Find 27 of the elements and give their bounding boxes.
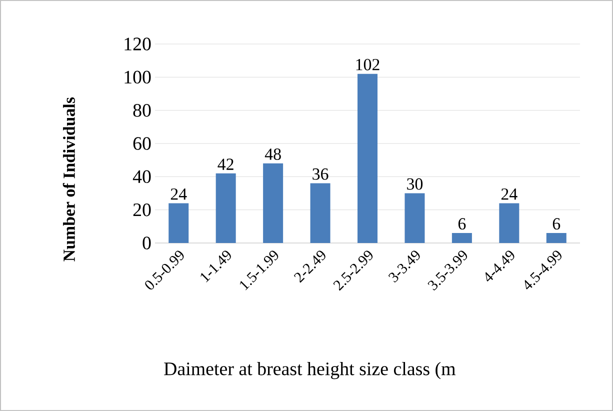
y-tick-label: 80 xyxy=(133,104,151,117)
data-label: 42 xyxy=(218,158,234,170)
x-axis-title: Daimeter at breast height size class (m xyxy=(164,362,456,380)
y-tick-label: 20 xyxy=(133,203,151,216)
bar xyxy=(546,233,566,243)
data-label: 24 xyxy=(170,188,187,200)
data-label: 48 xyxy=(264,148,281,160)
y-tick-label: 40 xyxy=(132,170,151,184)
y-tick-label: 0 xyxy=(142,236,151,250)
bar xyxy=(358,74,378,243)
bar xyxy=(216,173,236,243)
data-label: 36 xyxy=(312,168,328,180)
data-label: 6 xyxy=(458,218,466,230)
y-tick-label: 60 xyxy=(133,137,151,150)
bar xyxy=(263,163,284,243)
data-label: 24 xyxy=(501,188,518,200)
y-axis-title: Number of Individuals xyxy=(62,97,75,262)
bar xyxy=(310,183,330,243)
bar xyxy=(168,203,189,243)
data-label: 102 xyxy=(356,58,380,70)
data-label: 6 xyxy=(552,218,560,230)
data-label: 30 xyxy=(407,178,423,190)
y-tick-label: 100 xyxy=(124,70,151,84)
bar xyxy=(404,193,425,243)
bar xyxy=(452,233,472,243)
y-tick-label: 120 xyxy=(124,38,151,50)
bar xyxy=(499,203,520,243)
